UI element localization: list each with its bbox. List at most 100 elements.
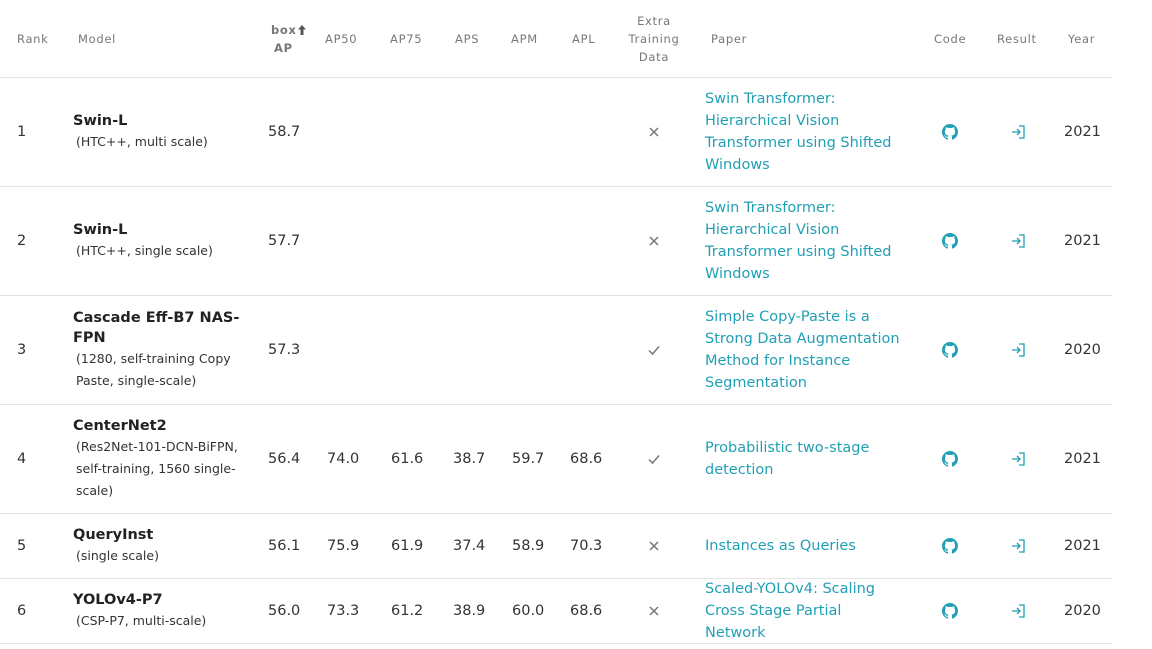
apm-value-cell	[512, 296, 562, 404]
model-cell: Cascade Eff-B7 NAS-FPN (1280, self-traini…	[73, 296, 253, 404]
paper-link[interactable]: Simple Copy-Paste is a Strong Data Augme…	[705, 309, 900, 391]
aps-value-cell	[453, 187, 503, 295]
aps-value-cell: 38.9	[453, 579, 503, 643]
header-extra-line3: Data	[638, 49, 670, 64]
apm-value: 58.9	[512, 538, 545, 554]
aps-value-cell	[453, 296, 503, 404]
header-paper[interactable]: Paper	[711, 0, 747, 77]
header-apm-label: APM	[511, 31, 538, 46]
model-info: Swin-L (HTC++, single scale)	[73, 220, 253, 262]
header-ap75[interactable]: AP75	[390, 0, 422, 77]
apl-value-cell	[570, 296, 620, 404]
paper-link[interactable]: Instances as Queries	[705, 538, 856, 554]
github-icon[interactable]	[942, 603, 958, 619]
header-rank-label: Rank	[17, 31, 49, 46]
apm-value-cell: 60.0	[512, 579, 562, 643]
header-year[interactable]: Year	[1068, 0, 1095, 77]
header-aps-label: APS	[455, 31, 480, 46]
header-result-label: Result	[997, 31, 1037, 46]
paper-link[interactable]: Swin Transformer: Hierarchical Vision Tr…	[705, 91, 892, 173]
header-ap50[interactable]: AP50	[325, 0, 357, 77]
apl-value-cell	[570, 78, 620, 186]
apl-value: 70.3	[570, 538, 603, 554]
ap50-value-cell: 74.0	[327, 405, 377, 513]
header-ap75-label: AP75	[390, 31, 423, 46]
login-arrow-icon[interactable]	[1010, 538, 1026, 554]
ap75-value: 61.9	[391, 538, 424, 554]
model-name: CenterNet2	[73, 418, 167, 434]
model-name: QueryInst	[73, 527, 154, 543]
apm-value-cell	[512, 78, 562, 186]
header-result[interactable]: Result	[997, 0, 1037, 77]
table-row: 4 CenterNet2 (Res2Net-101-DCN-BiFPN, self-…	[0, 405, 1112, 514]
paper-link[interactable]: Probabilistic two-stage detection	[705, 440, 870, 478]
paper-link[interactable]: Swin Transformer: Hierarchical Vision Tr…	[705, 200, 892, 282]
header-box-ap-text2: AP	[274, 40, 293, 55]
box-ap-value-cell: 56.4	[268, 405, 318, 513]
header-extra-training-data[interactable]: Extra Training Data	[624, 0, 684, 77]
header-year-label: Year	[1068, 31, 1096, 46]
header-extra-line2: Training	[628, 31, 680, 46]
table-row: 3 Cascade Eff-B7 NAS-FPN (1280, self-train…	[0, 296, 1112, 405]
box-ap-value-cell: 56.0	[268, 579, 318, 643]
rank-value: 1	[17, 124, 27, 140]
ap50-value-cell	[327, 296, 377, 404]
rank-value: 5	[17, 538, 27, 554]
model-name: Swin-L	[73, 113, 128, 129]
paper-link[interactable]: Scaled-YOLOv4: Scaling Cross Stage Parti…	[705, 581, 875, 641]
result-cell	[1008, 405, 1028, 513]
github-icon[interactable]	[942, 538, 958, 554]
table-row: 1 Swin-L (HTC++, multi scale) 58.7 Swin Tran…	[0, 78, 1112, 187]
header-aps[interactable]: APS	[455, 0, 479, 77]
github-icon[interactable]	[942, 233, 958, 249]
header-model[interactable]: Model	[78, 0, 116, 77]
apl-value-cell: 68.6	[570, 405, 620, 513]
github-icon[interactable]	[942, 342, 958, 358]
apm-value-cell: 59.7	[512, 405, 562, 513]
paper-cell: Simple Copy-Paste is a Strong Data Augme…	[705, 296, 915, 404]
aps-value-cell	[453, 78, 503, 186]
extra-training-cell	[638, 579, 670, 643]
header-ap50-label: AP50	[325, 31, 358, 46]
header-apl[interactable]: APL	[572, 0, 595, 77]
header-box-ap[interactable]: box AP	[271, 0, 306, 77]
header-box-ap-text1: box	[271, 22, 297, 37]
box-ap-value: 56.4	[268, 451, 301, 467]
github-icon[interactable]	[942, 451, 958, 467]
year-value: 2021	[1064, 538, 1101, 554]
login-arrow-icon[interactable]	[1010, 342, 1026, 358]
header-apm[interactable]: APM	[511, 0, 538, 77]
login-arrow-icon[interactable]	[1010, 124, 1026, 140]
ap50-value-cell: 73.3	[327, 579, 377, 643]
year-cell: 2020	[1064, 579, 1114, 643]
header-code[interactable]: Code	[934, 0, 966, 77]
rank-cell: 4	[17, 405, 47, 513]
aps-value: 38.7	[453, 451, 486, 467]
extra-training-cell	[638, 187, 670, 295]
year-value: 2021	[1064, 233, 1101, 249]
year-value: 2021	[1064, 451, 1101, 467]
rank-value: 3	[17, 342, 27, 358]
ap50-value-cell	[327, 78, 377, 186]
apm-value: 60.0	[512, 603, 545, 619]
ap50-value-cell	[327, 187, 377, 295]
header-rank[interactable]: Rank	[17, 0, 49, 77]
login-arrow-icon[interactable]	[1010, 451, 1026, 467]
paper-cell: Scaled-YOLOv4: Scaling Cross Stage Parti…	[705, 579, 915, 643]
result-cell	[1008, 78, 1028, 186]
box-ap-value-cell: 58.7	[268, 78, 318, 186]
paper-cell: Probabilistic two-stage detection	[705, 405, 915, 513]
result-cell	[1008, 296, 1028, 404]
ap75-value-cell: 61.2	[391, 579, 441, 643]
year-cell: 2021	[1064, 405, 1114, 513]
table-row: 5 QueryInst (single scale) 56.1 75.9 61.9 37.4…	[0, 514, 1112, 579]
extra-training-cell	[638, 78, 670, 186]
login-arrow-icon[interactable]	[1010, 603, 1026, 619]
github-icon[interactable]	[942, 124, 958, 140]
model-description: (CSP-P7, multi-scale)	[76, 613, 207, 628]
check-icon	[648, 346, 660, 356]
table-row: 2 Swin-L (HTC++, single scale) 57.7 Swin Tra…	[0, 187, 1112, 296]
login-arrow-icon[interactable]	[1010, 233, 1026, 249]
extra-training-cell	[638, 296, 670, 404]
rank-cell: 1	[17, 78, 47, 186]
